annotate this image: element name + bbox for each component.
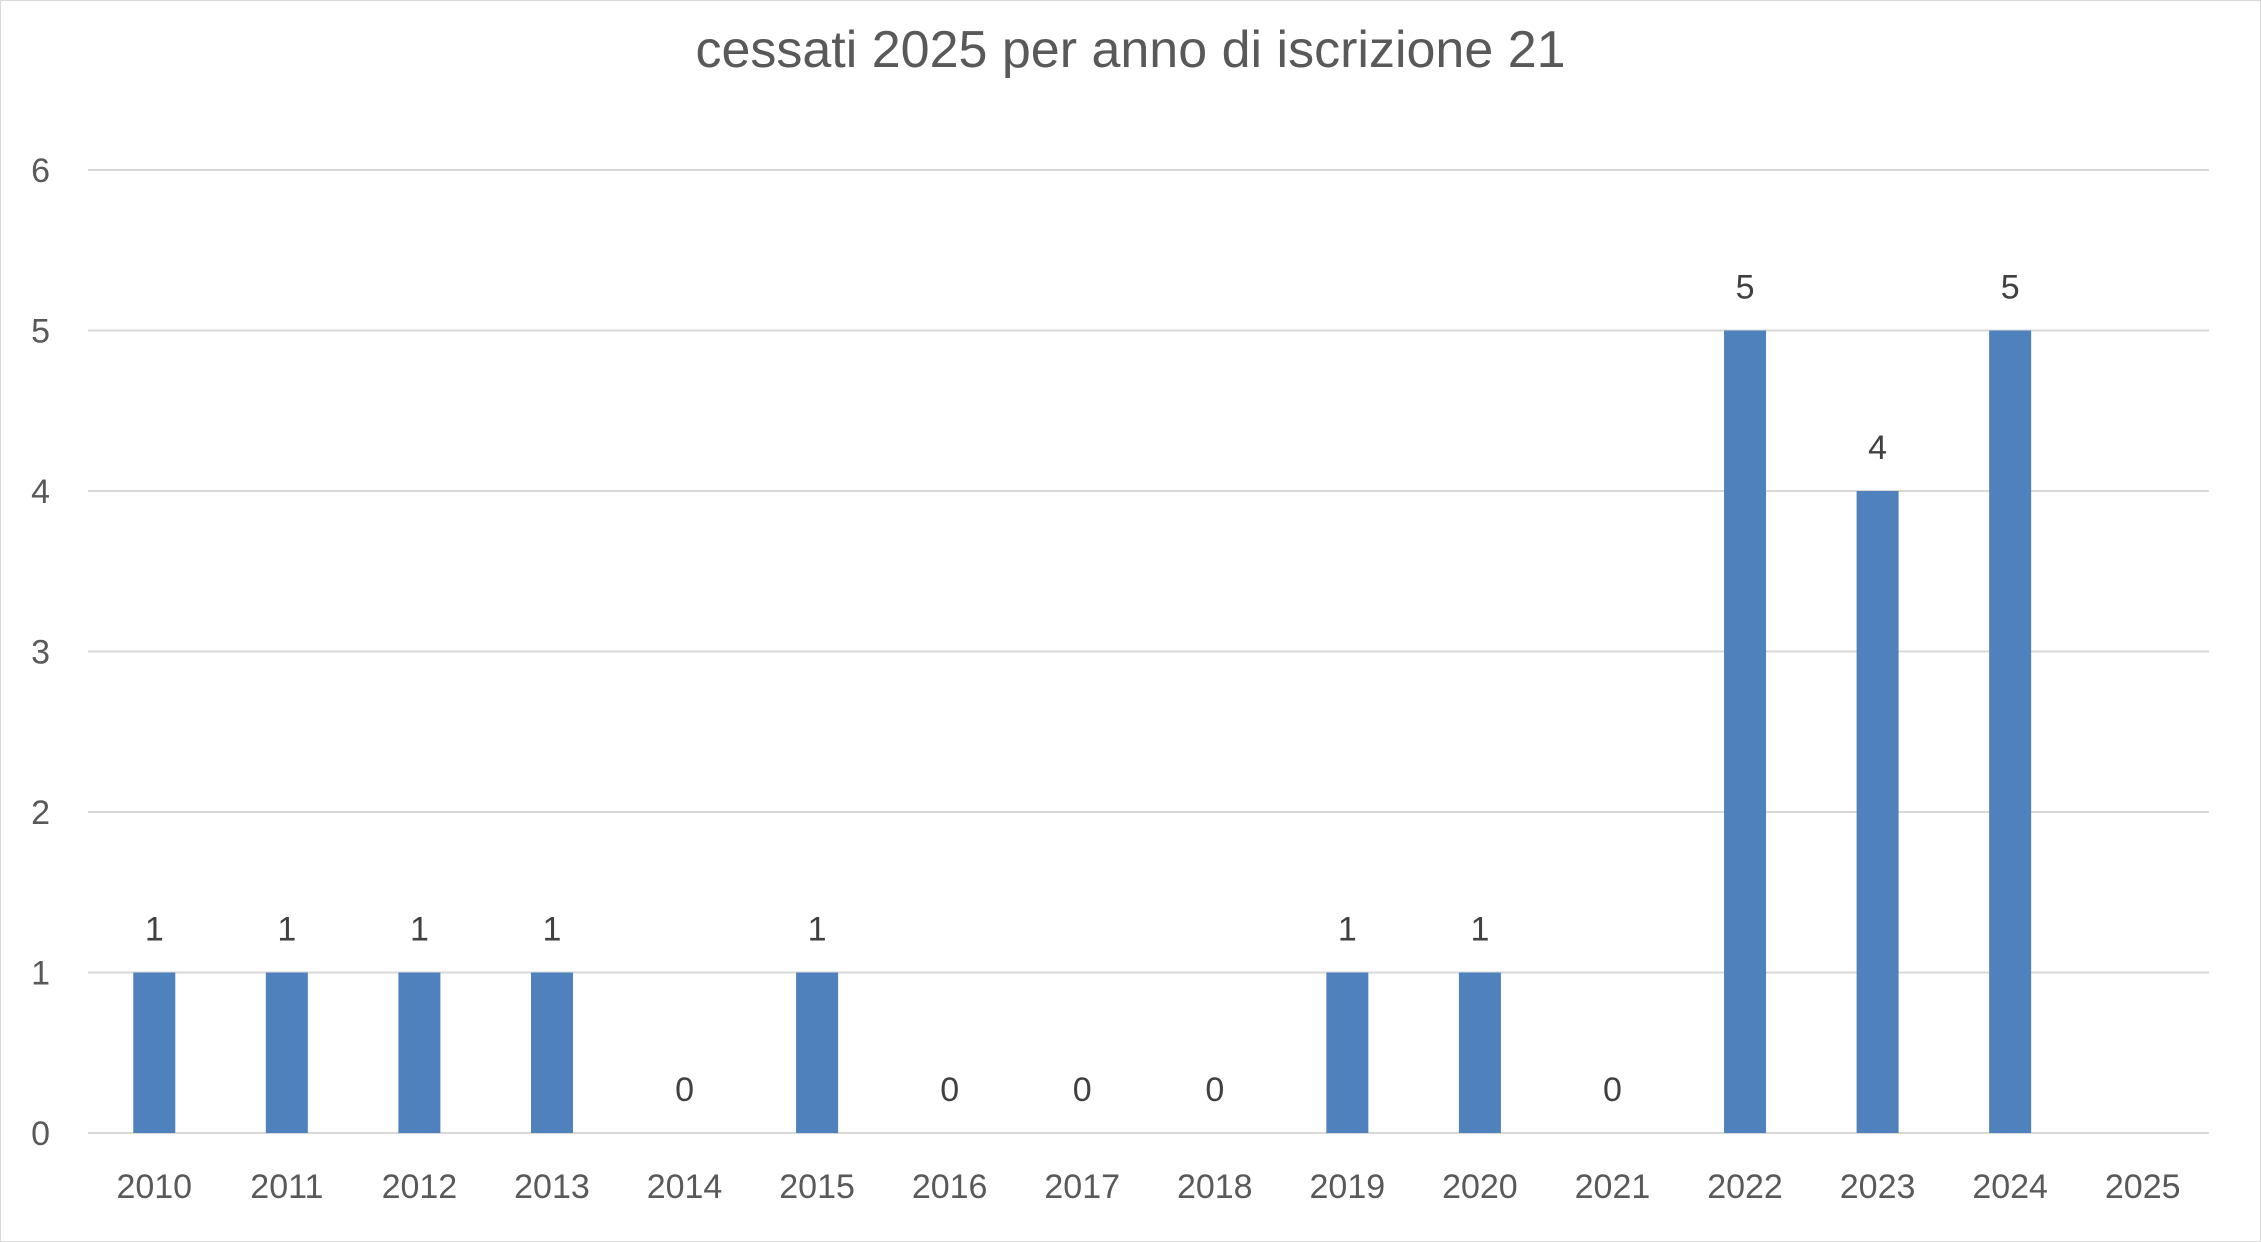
y-axis-tick-labels: 0 1 2 3 4 5 6 (31, 152, 50, 1153)
x-tick-label-2019: 2019 (1310, 1168, 1386, 1206)
y-tick-label: 1 (31, 955, 50, 993)
data-label-2023: 4 (1868, 429, 1887, 467)
x-tick-label-2022: 2022 (1707, 1168, 1783, 1206)
bars (133, 330, 2032, 1133)
bar-2013 (530, 972, 573, 1133)
x-tick-label-2021: 2021 (1575, 1168, 1651, 1206)
data-label-2022: 5 (1736, 269, 1755, 307)
chart-title: cessati 2025 per anno di iscrizione 21 (695, 21, 1566, 79)
bar-2012 (398, 972, 441, 1133)
data-label-2017: 0 (1073, 1071, 1092, 1109)
y-tick-label: 0 (31, 1115, 50, 1153)
x-tick-label-2023: 2023 (1840, 1168, 1916, 1206)
bar-2011 (265, 972, 308, 1133)
x-tick-label-2013: 2013 (514, 1168, 590, 1206)
data-label-2024: 5 (2001, 269, 2020, 307)
data-label-2015: 1 (808, 911, 827, 949)
x-tick-label-2018: 2018 (1177, 1168, 1253, 1206)
bar-2010 (133, 972, 176, 1133)
bar-2019 (1326, 972, 1369, 1133)
gridlines (88, 169, 2209, 1134)
y-tick-label: 2 (31, 794, 50, 832)
bar-2024 (1989, 330, 2032, 1133)
data-label-2020: 1 (1470, 911, 1489, 949)
bar-2022 (1724, 330, 1767, 1133)
y-tick-label: 5 (31, 313, 50, 351)
y-tick-label: 6 (31, 152, 50, 190)
x-tick-label-2015: 2015 (779, 1168, 855, 1206)
x-tick-label-2012: 2012 (382, 1168, 458, 1206)
bar-2023 (1856, 491, 1899, 1133)
x-tick-label-2010: 2010 (116, 1168, 192, 1206)
data-label-2013: 1 (543, 911, 562, 949)
data-label-2016: 0 (940, 1071, 959, 1109)
data-label-2011: 1 (277, 911, 296, 949)
data-labels: 1 1 1 1 0 1 0 0 0 1 1 0 5 4 5 (145, 269, 2020, 1110)
data-label-2010: 1 (145, 911, 164, 949)
y-tick-label: 3 (31, 634, 50, 672)
x-tick-label-2025: 2025 (2105, 1168, 2181, 1206)
x-tick-label-2014: 2014 (647, 1168, 723, 1206)
data-label-2019: 1 (1338, 911, 1357, 949)
x-tick-label-2011: 2011 (250, 1168, 323, 1206)
x-tick-label-2024: 2024 (1972, 1168, 2048, 1206)
x-tick-label-2020: 2020 (1442, 1168, 1518, 1206)
data-label-2014: 0 (675, 1071, 694, 1109)
y-tick-label: 4 (31, 473, 50, 511)
data-label-2018: 0 (1205, 1071, 1224, 1109)
bar-2020 (1458, 972, 1501, 1133)
x-axis-tick-labels: 2010 2011 2012 2013 2014 2015 2016 2017 2018 2019… (116, 1168, 2180, 1206)
data-label-2012: 1 (410, 911, 429, 949)
data-label-2021: 0 (1603, 1071, 1622, 1109)
x-tick-label-2017: 2017 (1044, 1168, 1120, 1206)
bar-2015 (796, 972, 839, 1133)
x-tick-label-2016: 2016 (912, 1168, 988, 1206)
